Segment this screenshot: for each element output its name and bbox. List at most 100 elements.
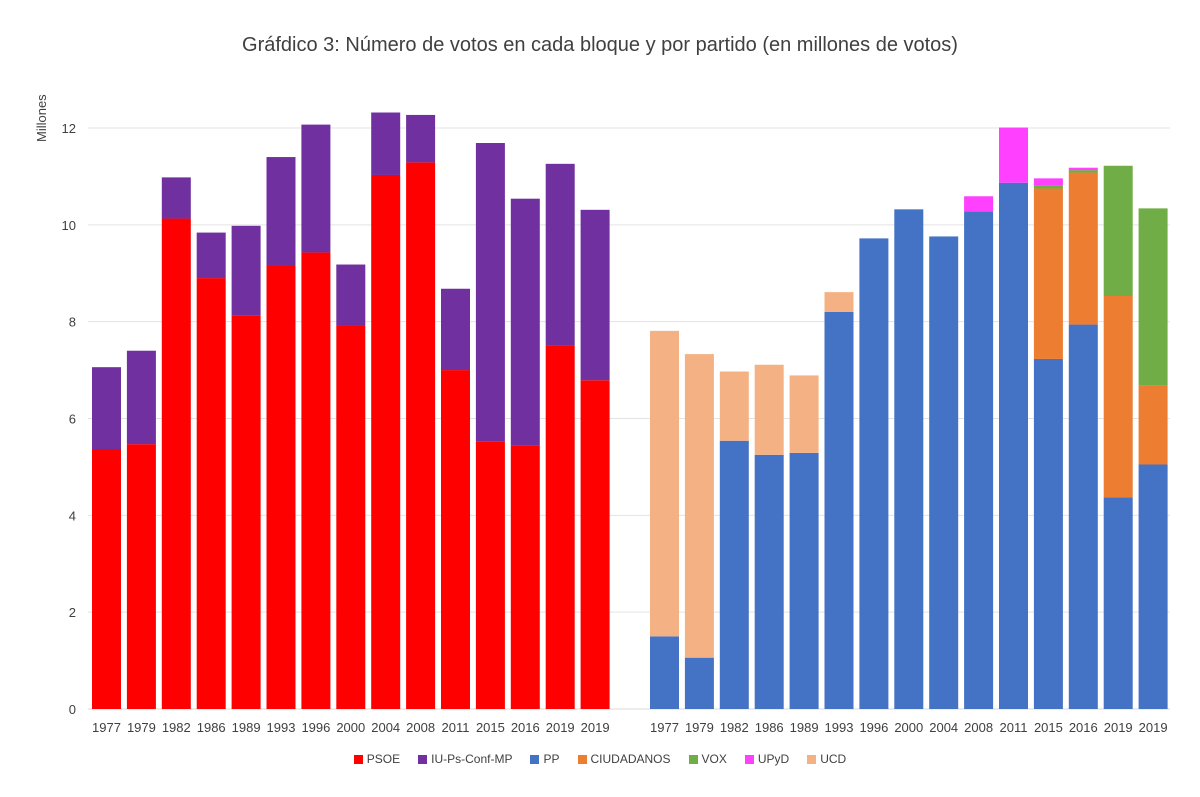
x-tick-label: 1993 — [825, 720, 854, 735]
x-tick-label: 1982 — [720, 720, 749, 735]
bar-segment — [161, 177, 191, 219]
y-tick-label: 0 — [69, 702, 76, 717]
bar-segment — [545, 345, 575, 709]
x-tick-label: 2000 — [894, 720, 923, 735]
bar-segment — [684, 657, 714, 709]
bar-segment — [580, 209, 610, 381]
x-tick-label: 1989 — [790, 720, 819, 735]
x-tick-label: 1979 — [127, 720, 156, 735]
bar-segment — [475, 441, 505, 709]
bar-segment — [406, 162, 436, 709]
legend-item: PSOE — [353, 752, 401, 766]
bar-segment — [1103, 165, 1133, 297]
bar-segment — [719, 440, 749, 709]
legend-swatch — [744, 754, 754, 764]
bar-segment — [1068, 167, 1098, 171]
bar-segment — [1068, 324, 1098, 709]
bar-segment — [545, 163, 575, 346]
legend-item: VOX — [688, 752, 727, 766]
bar-segment — [196, 278, 226, 709]
legend-swatch — [688, 754, 698, 764]
x-tick-labels: 1977 1979 1982 1986 1989 1993 1996 2000 2004 2008… — [92, 720, 1168, 735]
bar-segment — [92, 367, 121, 450]
bar-segment — [161, 218, 191, 709]
bar-segment — [231, 315, 261, 709]
bar-segment — [964, 211, 994, 709]
bar-segment — [754, 364, 784, 455]
bar-segment — [371, 112, 401, 175]
legend-swatch — [807, 754, 817, 764]
bar-segment — [336, 264, 366, 326]
x-tick-label: 2011 — [1000, 720, 1028, 735]
bar-segment — [824, 311, 854, 709]
bar-segment — [126, 350, 156, 445]
x-tick-label: 1996 — [301, 720, 330, 735]
x-tick-label: 1977 — [92, 720, 121, 735]
legend-item: CIUDADANOS — [577, 752, 671, 766]
bar-segment — [126, 444, 156, 709]
y-tick-label: 2 — [69, 605, 76, 620]
x-tick-label: 2004 — [929, 720, 958, 735]
x-tick-label: 2019 — [581, 720, 610, 735]
y-tick-label: 8 — [69, 315, 76, 330]
legend-label: CIUDADANOS — [590, 752, 671, 766]
bar-segment — [1103, 296, 1133, 498]
bar-segment — [684, 354, 714, 658]
x-tick-label: 1993 — [267, 720, 296, 735]
bar-segment — [999, 127, 1028, 183]
bar-segment — [859, 238, 889, 709]
bar-segment — [650, 636, 679, 709]
bar-segment — [92, 449, 121, 709]
x-tick-label: 2015 — [1034, 720, 1063, 735]
legend-swatch — [577, 754, 587, 764]
legend-label: UPyD — [757, 752, 790, 766]
bar-segment — [1068, 172, 1098, 325]
y-tick-labels: 0 2 4 6 8 10 12 — [62, 121, 76, 717]
bar-segment — [1138, 385, 1168, 465]
bar-segment — [196, 232, 226, 279]
bar-segment — [1033, 358, 1063, 709]
bar-segment — [824, 292, 854, 312]
bar-segment — [441, 288, 470, 371]
legend-swatch — [418, 754, 428, 764]
bar-segment — [929, 236, 959, 709]
x-tick-label: 2016 — [511, 720, 540, 735]
bar-segment — [510, 198, 540, 446]
legend-label: PSOE — [366, 752, 401, 766]
x-tick-label: 1989 — [232, 720, 261, 735]
x-tick-label: 2019 — [546, 720, 575, 735]
bar-segment — [266, 157, 296, 266]
bar-segment — [789, 452, 819, 709]
x-tick-label: 1986 — [197, 720, 226, 735]
bars — [92, 112, 1168, 710]
x-tick-label: 2015 — [476, 720, 505, 735]
bar-segment — [336, 325, 366, 709]
legend: PSOE IU-Ps-Conf-MP PP CIUDADANOS VOX UPyD UCD — [0, 752, 1200, 766]
bar-segment — [301, 124, 331, 253]
x-tick-label: 1996 — [859, 720, 888, 735]
bar-segment — [1033, 178, 1063, 186]
x-tick-label: 1977 — [650, 720, 679, 735]
legend-item: PP — [530, 752, 560, 766]
legend-item: IU-Ps-Conf-MP — [418, 752, 512, 766]
x-tick-label: 1982 — [162, 720, 191, 735]
x-tick-label: 1986 — [755, 720, 784, 735]
bar-segment — [406, 114, 436, 163]
bar-segment — [894, 209, 924, 709]
x-tick-label: 2019 — [1139, 720, 1168, 735]
legend-item: UPyD — [744, 752, 790, 766]
x-tick-label: 2008 — [964, 720, 993, 735]
chart-title: Gráfdico 3: Número de votos en cada bloq… — [242, 34, 958, 56]
x-tick-label: 1979 — [685, 720, 714, 735]
legend-item: UCD — [807, 752, 846, 766]
bar-segment — [441, 370, 470, 709]
bar-segment — [754, 454, 784, 709]
legend-label: VOX — [701, 752, 727, 766]
bar-segment — [1138, 464, 1168, 709]
bar-segment — [475, 143, 505, 442]
y-tick-label: 6 — [69, 412, 76, 427]
bar-segment — [266, 265, 296, 709]
bar-segment — [789, 375, 819, 453]
y-tick-label: 12 — [62, 121, 76, 136]
bar-segment — [301, 252, 331, 709]
